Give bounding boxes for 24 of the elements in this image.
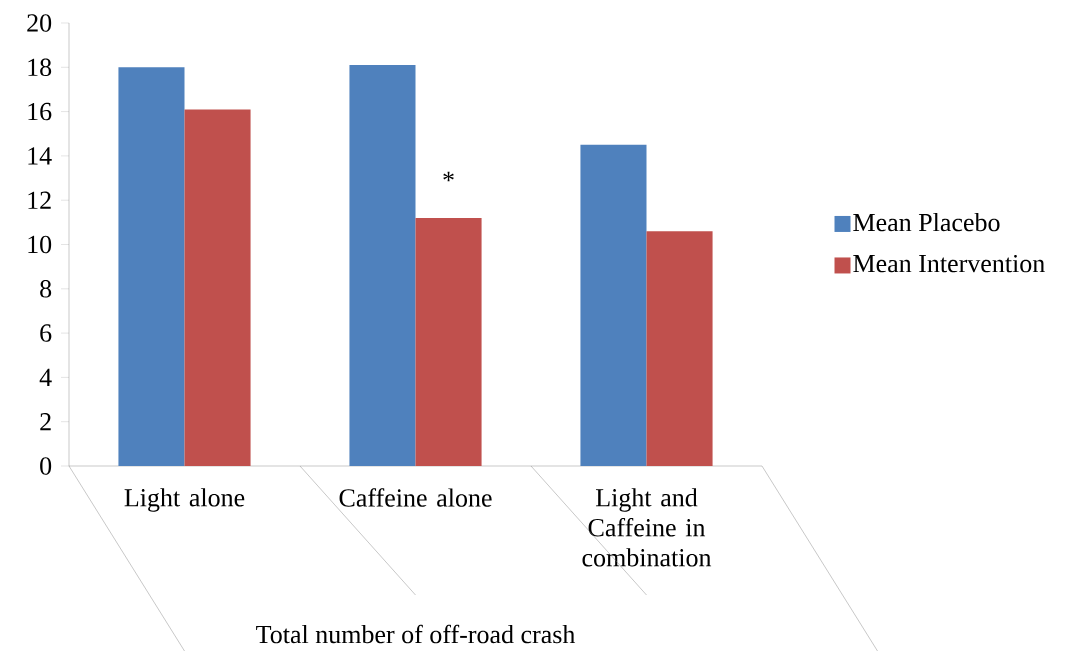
bar xyxy=(349,65,416,466)
x-axis-title: Total number of off-road crash xyxy=(256,624,576,644)
y-tick-label: 10 xyxy=(28,235,52,254)
y-tick-label: 8 xyxy=(40,280,52,298)
bar xyxy=(646,231,713,466)
bar xyxy=(184,109,251,466)
legend-label: Mean Intervention xyxy=(853,254,1045,273)
bar xyxy=(118,67,185,466)
annotation: * xyxy=(443,171,454,182)
y-tick-label: 12 xyxy=(28,191,51,209)
y-tick-label: 2 xyxy=(40,413,51,431)
x-tick-label: Caffeine alone xyxy=(339,488,492,507)
x-tick-label: Light and Caffeine in combination xyxy=(582,488,712,567)
legend-label: Mean Placebo xyxy=(853,212,1000,232)
bar xyxy=(415,217,482,466)
y-tick-label: 14 xyxy=(28,147,52,165)
y-tick-label: 4 xyxy=(39,368,52,386)
y-tick-label: 18 xyxy=(28,58,52,77)
bar xyxy=(580,144,647,466)
x-tick-label: Light alone xyxy=(124,488,245,512)
y-tick-label: 20 xyxy=(27,14,52,32)
y-tick-label: 6 xyxy=(40,324,52,342)
y-tick-label: 16 xyxy=(28,102,52,121)
y-tick-label: 0 xyxy=(40,457,52,475)
